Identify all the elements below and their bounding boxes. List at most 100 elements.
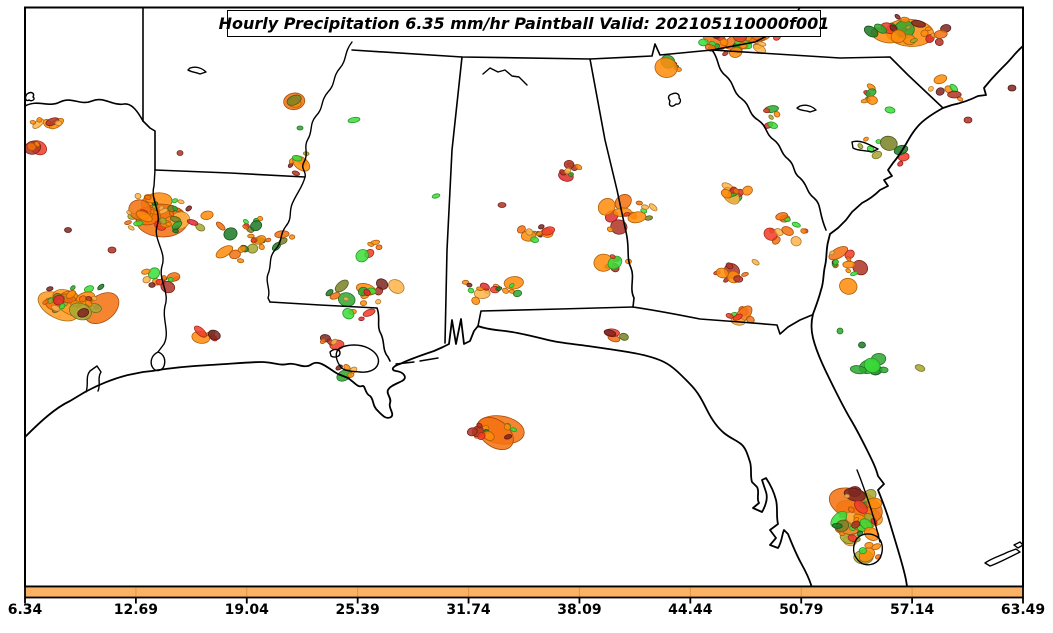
- paintball-blob: [495, 286, 503, 291]
- paintball-blob: [741, 271, 749, 277]
- paintball-blob: [774, 228, 784, 236]
- paintball-blob: [51, 304, 61, 312]
- border-ms-al: [444, 56, 463, 344]
- paintball-blob: [627, 211, 647, 224]
- paintball-blob: [229, 249, 241, 260]
- border-al-fl: [477, 306, 634, 327]
- paintball-blob: [839, 277, 858, 295]
- paintball-blob: [70, 285, 76, 291]
- paintball-blob: [504, 434, 513, 440]
- paintball-blob: [362, 308, 376, 317]
- paintball-blob: [900, 16, 910, 23]
- paintball-blob: [497, 202, 507, 208]
- paintball-blob: [863, 357, 881, 373]
- paintball-blob: [763, 108, 771, 113]
- paintball-blob: [920, 29, 929, 37]
- paintball-blob: [134, 192, 142, 200]
- paintball-blob: [171, 220, 183, 230]
- colorbar-outline: [24, 585, 1024, 599]
- paintball-blob: [879, 135, 898, 151]
- sabine-lake: [150, 351, 166, 372]
- paintball-blob: [376, 278, 389, 290]
- paintball-blob: [476, 422, 483, 429]
- gulf-coast: [26, 318, 813, 586]
- lake-martin: [667, 92, 682, 107]
- paintball-blob: [186, 219, 199, 226]
- paintball-blob: [29, 120, 37, 125]
- paintball-blob: [890, 29, 906, 44]
- paintball-blob: [1031, 112, 1038, 118]
- paintball-blob: [124, 220, 132, 225]
- paintball-blob: [722, 50, 729, 57]
- paintball-blob: [330, 338, 338, 346]
- paintball-blob: [564, 167, 572, 175]
- paintball-blob: [133, 220, 144, 227]
- paintball-blob: [911, 19, 926, 28]
- paintball-blob: [291, 170, 300, 176]
- colorbar-tick-label: 31.74: [446, 602, 491, 618]
- paintball-blob: [715, 267, 729, 279]
- paintball-blob: [1024, 111, 1030, 115]
- paintball-blob: [375, 299, 382, 305]
- paintball-blob: [719, 38, 729, 46]
- paintball-blob: [258, 243, 265, 251]
- paintball-blob: [935, 87, 945, 96]
- paintball-blob: [168, 211, 175, 217]
- colorbar-tick-label: 63.49: [1000, 602, 1046, 618]
- paintball-blob: [97, 283, 105, 291]
- paintball-blob: [648, 203, 658, 212]
- paintball-blob: [355, 249, 369, 263]
- paintball-blob: [467, 287, 475, 294]
- paintball-blob: [844, 493, 850, 499]
- lake-pontchartrain: [329, 344, 380, 373]
- paintball-blob: [733, 187, 740, 195]
- paintball-blob: [200, 210, 214, 220]
- border-al-ga: [589, 58, 635, 308]
- border-red-river: [26, 98, 144, 122]
- colorbar-tick-label: 6.34: [7, 602, 43, 618]
- georgia-lake: [796, 104, 817, 113]
- paintball-blob: [828, 246, 849, 261]
- colorbar-tick-label: 19.04: [224, 602, 269, 618]
- paintball-blob: [732, 313, 743, 321]
- paintball-blob: [375, 244, 383, 251]
- paintball-blob: [329, 292, 341, 300]
- paintball-blob: [388, 279, 405, 294]
- paintball-blob: [767, 121, 778, 129]
- paintball-blob: [839, 531, 845, 537]
- paintball-blob: [286, 94, 302, 106]
- border-tn: [351, 43, 713, 60]
- paintball-blob: [237, 245, 247, 253]
- paintball-blob: [857, 143, 864, 149]
- paintball-blob: [159, 217, 167, 225]
- lakes-and-rivers: [26, 41, 1022, 567]
- paintball-blob: [144, 194, 152, 200]
- paintball-blob: [476, 286, 484, 291]
- colorbar-tick-label: 38.09: [557, 602, 602, 618]
- paintball-blob: [363, 288, 371, 296]
- paintball-blob: [864, 541, 874, 549]
- paintball-blob: [91, 295, 98, 301]
- paintball-blob: [832, 259, 839, 265]
- map-title: Hourly Precipitation 6.35 mm/hr Paintbal…: [218, 14, 830, 33]
- tennessee-river: [482, 67, 528, 86]
- border-la-ms: [269, 301, 391, 362]
- paintball-blob: [508, 283, 515, 289]
- paintball-blob: [1023, 95, 1037, 109]
- paintball-blob: [242, 224, 249, 230]
- paintball-blob: [597, 198, 616, 216]
- paintball-blob: [194, 325, 207, 338]
- paintball-blob: [466, 282, 473, 288]
- paintball-blob: [347, 372, 355, 378]
- colorbar: [24, 585, 1024, 604]
- arkansas-lake: [187, 66, 207, 75]
- title-box: Hourly Precipitation 6.35 mm/hr Paintbal…: [219, 10, 829, 37]
- paintball-blob: [914, 364, 926, 372]
- paintball-blob: [291, 154, 303, 162]
- paintball-blob: [933, 74, 948, 85]
- paintball-blob: [800, 228, 807, 234]
- paintball-blob: [358, 316, 365, 322]
- paintball-blob: [64, 227, 72, 233]
- paintball-blob: [863, 25, 879, 38]
- paintball-blob: [334, 279, 349, 293]
